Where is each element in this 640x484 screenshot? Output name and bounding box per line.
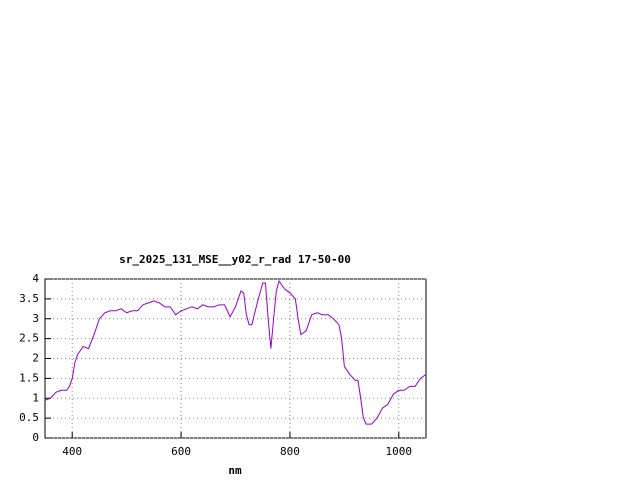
y-tick-label: 2 [32,352,39,365]
y-tick-label: 0 [32,431,39,444]
y-tick-label: 1 [32,391,39,404]
chart-title: sr_2025_131_MSE__y02_r_rad 17-50-00 [119,253,351,266]
x-tick-label: 600 [171,445,191,458]
y-tick-label: 0.5 [19,411,39,424]
y-tick-label: 1.5 [19,371,39,384]
x-tick-label: 1000 [386,445,413,458]
data-line [44,279,427,425]
x-tick-label: 400 [62,445,82,458]
y-tick-label: 3 [32,312,39,325]
y-tick-label: 4 [32,272,39,285]
y-tick-label: 2.5 [19,332,39,345]
plot-frame [44,278,427,439]
x-tick-label: 800 [280,445,300,458]
y-tick-label: 3.5 [19,292,39,305]
x-axis-label: nm [228,464,242,477]
